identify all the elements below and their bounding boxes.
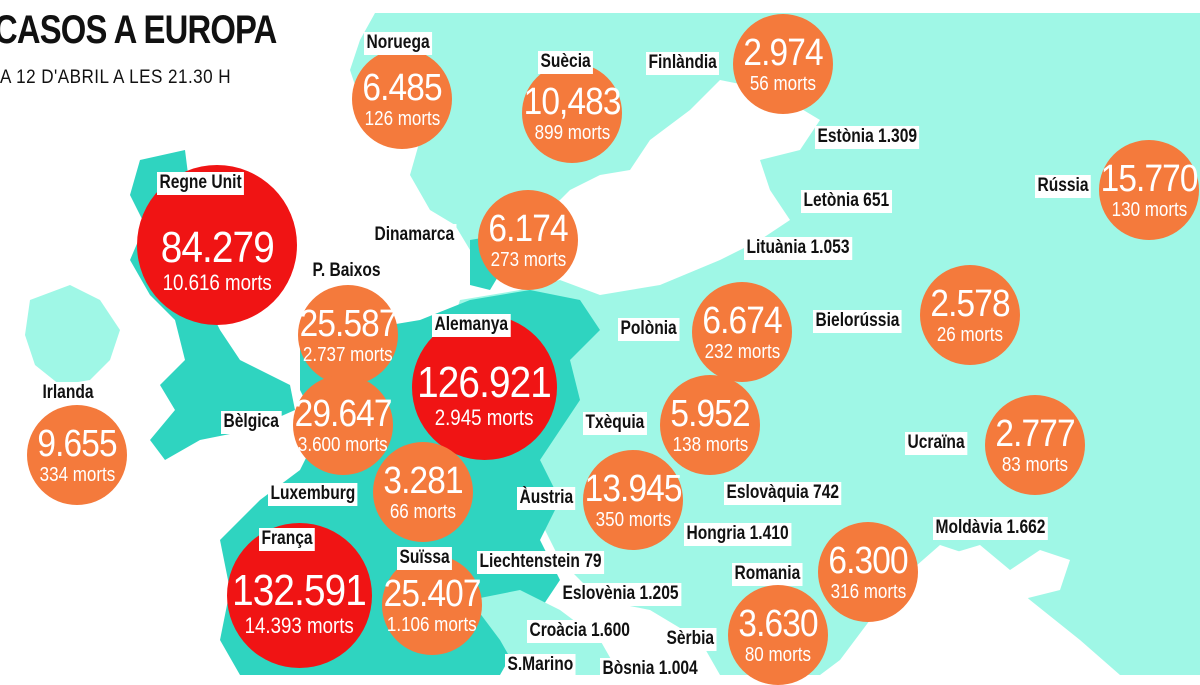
label-moldavia: Moldàvia 1.662	[933, 517, 1048, 540]
deaths-value: 3.600 morts	[298, 434, 388, 456]
cases-value: 6.300	[828, 540, 908, 582]
country-label-p-baixos: P. Baixos	[310, 260, 384, 283]
bubble-dinamarca: 6.174 273 morts	[478, 190, 578, 290]
bubble-belgica: 29.647 3.600 morts	[293, 375, 393, 475]
deaths-value: 273 morts	[490, 249, 566, 271]
label-croacia: Croàcia 1.600	[527, 620, 633, 643]
deaths-value: 138 morts	[672, 434, 748, 456]
country-label-ucraina: Ucraïna	[905, 432, 968, 455]
deaths-value: 10.616 morts	[162, 270, 272, 295]
bubble-alemanya: 126.921 2.945 morts	[412, 315, 557, 460]
bubble-txequia: 5.952 138 morts	[660, 375, 760, 475]
deaths-value: 130 morts	[1111, 199, 1187, 221]
cases-value: 25.587	[299, 303, 398, 345]
deaths-value: 899 morts	[534, 122, 610, 144]
country-label-polonia: Polònia	[618, 318, 680, 341]
label-hongria: Hongria 1.410	[684, 523, 792, 546]
cases-value: 126.921	[417, 357, 553, 407]
cases-value: 2.777	[995, 413, 1075, 455]
cases-value: 9.655	[37, 423, 117, 465]
deaths-value: 232 morts	[704, 341, 780, 363]
bubble-austria: 13.945 350 morts	[583, 450, 683, 550]
country-label-alemanya: Alemanya	[432, 314, 511, 337]
baltic-sea	[640, 150, 740, 250]
bubble-suissa: 25.407 1.106 morts	[382, 555, 482, 655]
deaths-value: 26 morts	[936, 324, 1004, 346]
deaths-value: 334 morts	[39, 464, 115, 486]
label-bosnia: Bòsnia 1.004	[600, 658, 701, 681]
country-label-bielorussia: Bielorússia	[813, 310, 902, 333]
country-label-russia: Rússia	[1035, 175, 1092, 198]
label-liechtenstein: Liechtenstein 79	[477, 551, 605, 574]
country-label-austria: Àustria	[517, 487, 576, 510]
label-eslovaquia: Eslovàquia 742	[724, 482, 842, 505]
bubble-polonia: 6.674 232 morts	[692, 282, 792, 382]
deaths-value: 2.945 morts	[435, 404, 534, 430]
cases-value: 6.674	[702, 300, 782, 342]
country-label-romania: Romania	[732, 563, 803, 586]
label-estonia: Estònia 1.309	[815, 126, 920, 149]
bubble-romania: 6.300 316 morts	[818, 522, 918, 622]
cases-value: 3.630	[738, 603, 818, 645]
deaths-value: 126 morts	[364, 108, 440, 130]
country-label-noruega: Noruega	[364, 32, 433, 55]
land-ireland	[25, 285, 120, 385]
deaths-value: 2.737 morts	[303, 344, 393, 366]
cases-value: 5.952	[670, 393, 750, 435]
deaths-value: 1.106 morts	[387, 614, 477, 636]
country-label-suissa: Suïssa	[397, 547, 453, 570]
cases-value: 132.591	[232, 565, 368, 615]
label-lituania: Lituània 1.053	[744, 237, 852, 260]
cases-value: 25.407	[383, 573, 482, 615]
country-label-franca: França	[259, 528, 316, 551]
cases-value: 3.281	[383, 460, 463, 502]
country-label-belgica: Bèlgica	[221, 411, 282, 434]
country-label-finlandia: Finlàndia	[646, 52, 720, 75]
bubble-finlandia: 2.974 56 morts	[733, 14, 833, 114]
page-title: CASOS A EUROPA	[0, 8, 277, 52]
country-label-irlanda: Irlanda	[40, 382, 97, 405]
cases-value: 6.174	[488, 208, 568, 250]
bubble-irlanda: 9.655 334 morts	[27, 405, 127, 505]
bubble-noruega: 6.485 126 morts	[352, 49, 452, 149]
deaths-value: 56 morts	[749, 73, 817, 95]
label-s-marino: S.Marino	[505, 654, 576, 677]
bubble-luxemburg: 3.281 66 morts	[373, 442, 473, 542]
country-label-serbia: Sèrbia	[664, 628, 717, 651]
deaths-value: 350 morts	[595, 509, 671, 531]
label-letonia: Letònia 651	[801, 190, 892, 213]
bubble-suecia: 10,483 899 morts	[522, 63, 622, 163]
bubble-ucraina: 2.777 83 morts	[985, 395, 1085, 495]
country-label-dinamarca: Dinamarca	[372, 224, 457, 247]
country-label-txequia: Txèquia	[583, 412, 647, 435]
black-sea	[860, 545, 1100, 675]
page-subtitle: A 12 D'ABRIL A LES 21.30 H	[0, 67, 232, 88]
cases-value: 2.578	[930, 283, 1010, 325]
label-eslovenia: Eslovènia 1.205	[560, 583, 681, 606]
cases-value: 15.770	[1100, 158, 1199, 200]
cases-value: 10,483	[523, 81, 622, 123]
country-label-regne-unit: Regne Unit	[157, 172, 245, 195]
cases-value: 84.279	[160, 223, 274, 272]
deaths-value: 14.393 morts	[244, 612, 355, 638]
cases-value: 2.974	[743, 32, 823, 74]
deaths-value: 66 morts	[389, 501, 457, 523]
deaths-value: 316 morts	[830, 581, 906, 603]
cases-value: 29.647	[294, 393, 393, 435]
country-label-suecia: Suècia	[538, 51, 594, 74]
bubble-p-baixos: 25.587 2.737 morts	[298, 285, 398, 385]
bubble-bielorussia: 2.578 26 morts	[920, 265, 1020, 365]
cases-value: 6.485	[362, 67, 442, 109]
deaths-value: 83 morts	[1001, 454, 1069, 476]
bubble-russia: 15.770 130 morts	[1099, 140, 1199, 240]
deaths-value: 80 morts	[744, 644, 812, 666]
bubble-serbia: 3.630 80 morts	[728, 585, 828, 685]
country-label-luxemburg: Luxemburg	[268, 483, 358, 506]
cases-value: 13.945	[584, 468, 683, 510]
